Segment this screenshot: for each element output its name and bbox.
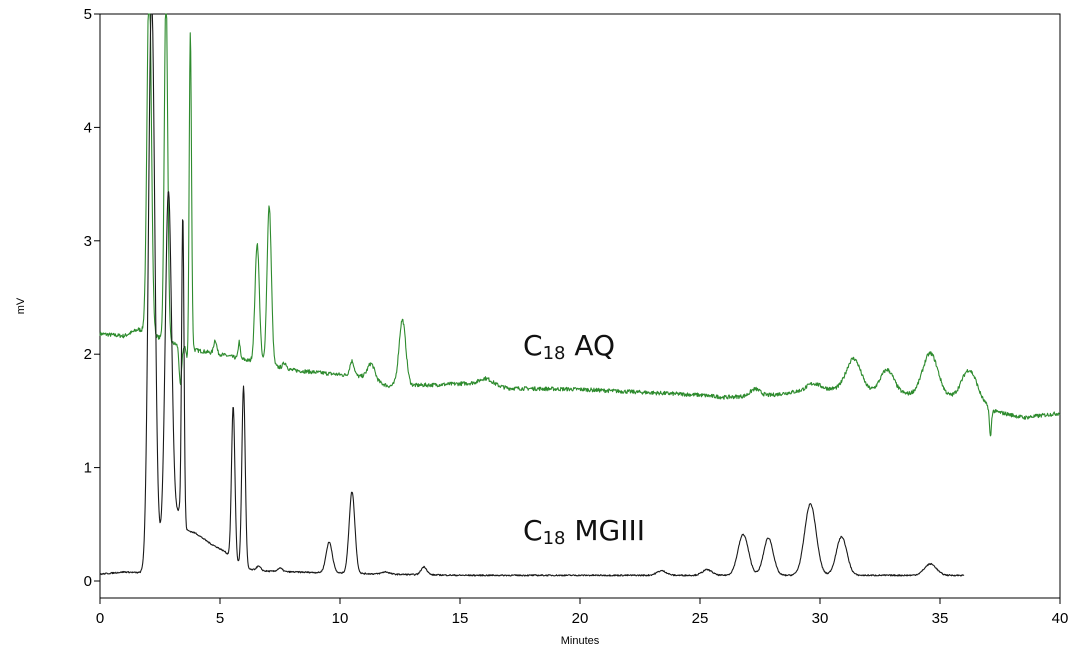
y-tick-label: 4 <box>84 119 92 136</box>
y-axis-title: mV <box>15 297 27 314</box>
series-label-c18-mgiii: C18 MGIII <box>523 514 645 549</box>
y-tick-label: 0 <box>84 573 92 590</box>
x-axis: 0 5 10 15 20 25 30 35 40 <box>96 598 1069 627</box>
x-tick-label: 25 <box>692 610 709 627</box>
y-tick-label: 1 <box>84 460 92 477</box>
series-label-c18-aq: C18 AQ <box>523 329 615 364</box>
x-tick-label: 30 <box>812 610 829 627</box>
plot-frame <box>99 13 1061 599</box>
x-tick-label: 10 <box>332 610 349 627</box>
y-tick-label: 5 <box>84 6 92 23</box>
series-label-c18-aq-c: C <box>523 329 543 362</box>
y-tick-label: 3 <box>84 233 92 250</box>
series-line-c18-aq <box>99 13 1061 437</box>
x-axis-title: Minutes <box>561 635 600 647</box>
x-tick-label: 20 <box>572 610 589 627</box>
plot-area: 0 5 10 15 20 25 30 35 40 0 1 2 3 4 5 <box>84 6 1069 627</box>
traces <box>99 13 1061 577</box>
x-tick-label: 5 <box>216 610 224 627</box>
x-tick-label: 0 <box>96 610 104 627</box>
series-line-c18-mgiii <box>99 13 965 577</box>
y-tick-label: 2 <box>84 346 92 363</box>
series-label-c18-mgiii-sub: 18 <box>543 528 566 549</box>
series-label-c18-aq-sub: 18 <box>543 343 566 364</box>
x-tick-label: 35 <box>932 610 949 627</box>
series-label-c18-mgiii-rest: MGIII <box>565 514 645 547</box>
x-tick-label: 15 <box>452 610 469 627</box>
y-axis: 0 1 2 3 4 5 <box>84 6 100 590</box>
x-tick-label: 40 <box>1052 610 1069 627</box>
series-label-c18-mgiii-c: C <box>523 514 543 547</box>
series-label-c18-aq-rest: AQ <box>565 329 615 362</box>
